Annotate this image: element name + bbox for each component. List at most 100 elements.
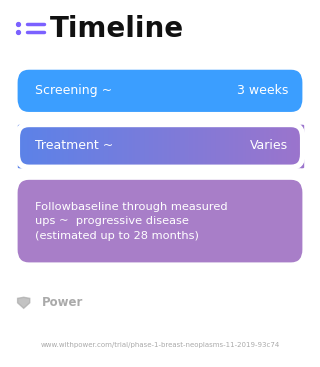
Text: www.withpower.com/trial/phase-1-breast-neoplasms-11-2019-93c74: www.withpower.com/trial/phase-1-breast-n… — [40, 342, 280, 348]
Bar — [138, 125, 140, 167]
Bar — [27, 125, 28, 167]
Bar — [104, 125, 105, 167]
Bar — [63, 125, 64, 167]
Bar — [227, 125, 228, 167]
Bar — [189, 125, 191, 167]
Bar — [137, 125, 139, 167]
Bar — [260, 125, 262, 167]
Bar — [35, 125, 36, 167]
Bar — [232, 125, 233, 167]
Bar — [106, 125, 107, 167]
Bar — [191, 125, 193, 167]
Bar — [93, 125, 95, 167]
Bar — [92, 125, 93, 167]
Bar — [46, 125, 47, 167]
Bar — [115, 125, 116, 167]
Bar — [231, 125, 232, 167]
Bar — [19, 125, 20, 167]
Bar — [130, 125, 131, 167]
Bar — [105, 125, 106, 167]
Bar — [266, 125, 268, 167]
Bar — [101, 125, 102, 167]
Bar — [71, 125, 72, 167]
Bar — [57, 125, 58, 167]
Bar — [278, 125, 279, 167]
Bar — [272, 125, 273, 167]
Bar — [300, 125, 301, 167]
Bar — [91, 125, 92, 167]
Bar — [241, 125, 242, 167]
Bar — [90, 125, 91, 167]
Bar — [170, 125, 171, 167]
Bar — [196, 125, 197, 167]
Bar — [166, 125, 167, 167]
Bar — [148, 125, 149, 167]
Bar — [81, 125, 83, 167]
Bar — [239, 125, 240, 167]
Bar — [185, 125, 186, 167]
Bar — [40, 125, 42, 167]
Bar — [287, 125, 289, 167]
Bar — [194, 125, 196, 167]
Bar — [192, 125, 194, 167]
Bar — [119, 125, 120, 167]
Bar — [199, 125, 200, 167]
Bar — [53, 125, 54, 167]
Bar — [58, 125, 59, 167]
Bar — [120, 125, 121, 167]
Bar — [61, 125, 62, 167]
Bar — [140, 125, 141, 167]
Bar — [116, 125, 117, 167]
Bar — [127, 125, 128, 167]
Bar — [218, 125, 219, 167]
Bar — [76, 125, 78, 167]
Bar — [162, 125, 163, 167]
Bar — [226, 125, 227, 167]
Bar — [75, 125, 76, 167]
Bar — [22, 125, 24, 167]
Bar — [89, 125, 90, 167]
Bar — [229, 125, 231, 167]
Bar — [208, 125, 210, 167]
Bar — [244, 125, 245, 167]
Bar — [168, 125, 169, 167]
Bar — [290, 125, 291, 167]
Bar — [76, 125, 77, 167]
Bar — [254, 125, 255, 167]
Bar — [29, 125, 30, 167]
Bar — [201, 125, 202, 167]
Bar — [84, 125, 85, 167]
Bar — [85, 125, 86, 167]
Bar — [234, 125, 235, 167]
Bar — [279, 125, 280, 167]
Bar — [41, 125, 43, 167]
Bar — [257, 125, 258, 167]
Bar — [33, 125, 34, 167]
Bar — [274, 125, 275, 167]
FancyBboxPatch shape — [18, 70, 302, 112]
Bar — [129, 125, 130, 167]
Bar — [197, 125, 198, 167]
Bar — [249, 125, 251, 167]
Bar — [116, 125, 118, 167]
Bar — [246, 125, 248, 167]
Bar — [261, 125, 263, 167]
Bar — [214, 125, 215, 167]
Bar — [284, 125, 286, 167]
Bar — [133, 125, 135, 167]
Bar — [142, 125, 143, 167]
Bar — [252, 125, 253, 167]
Bar — [32, 125, 33, 167]
Bar — [161, 125, 162, 167]
Bar — [114, 125, 115, 167]
Bar — [289, 125, 290, 167]
Bar — [64, 125, 65, 167]
Bar — [165, 125, 166, 167]
Bar — [285, 125, 287, 167]
Text: Screening ~: Screening ~ — [35, 84, 112, 97]
Bar — [188, 125, 190, 167]
Bar — [235, 125, 236, 167]
Bar — [284, 125, 285, 167]
Bar — [92, 125, 94, 167]
Bar — [172, 125, 173, 167]
